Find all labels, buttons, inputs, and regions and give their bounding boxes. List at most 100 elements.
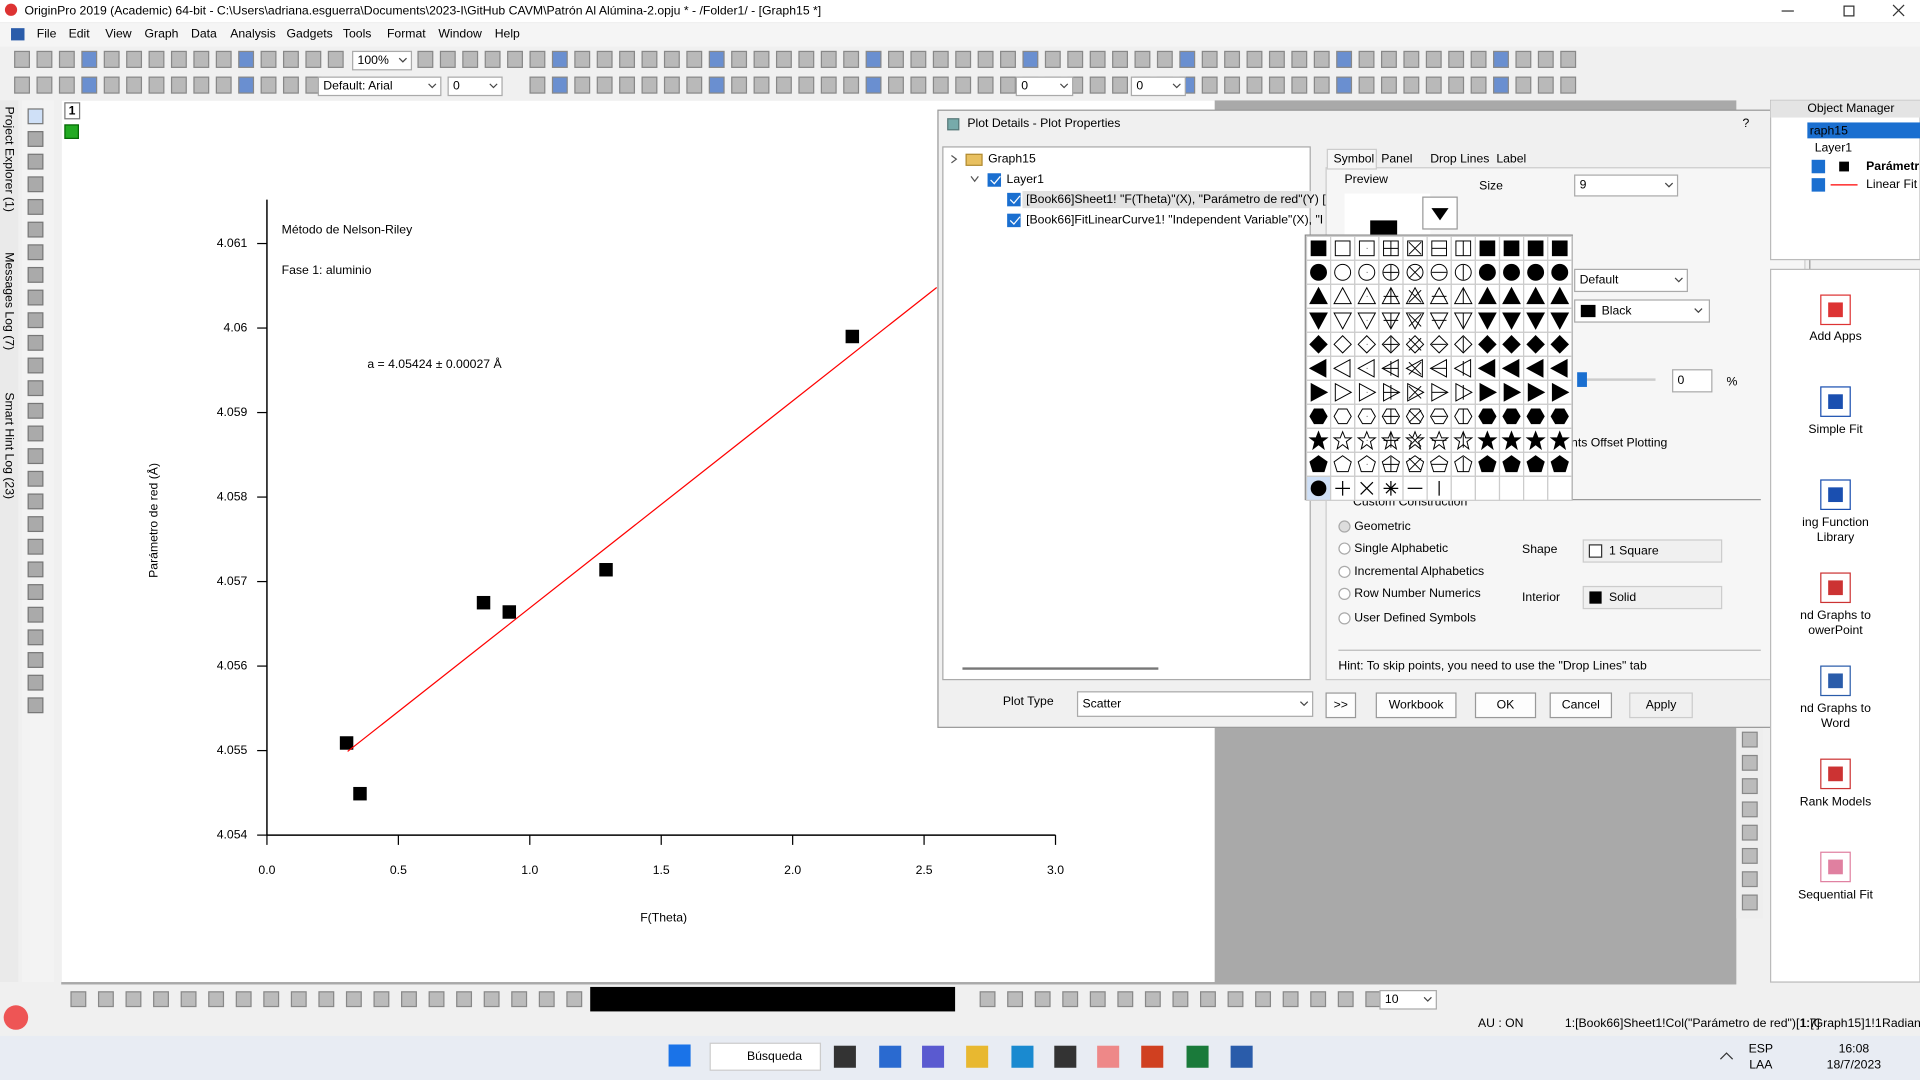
toolbar-icon[interactable] <box>318 991 335 1008</box>
radio-label[interactable]: User Defined Symbols <box>1354 611 1476 625</box>
toolbar-icon[interactable] <box>1425 50 1442 68</box>
menu-item[interactable]: Window <box>438 27 482 41</box>
toolbar-icon[interactable] <box>1246 50 1263 68</box>
toolbar-icon[interactable] <box>1403 76 1420 94</box>
toolbar-icon[interactable] <box>1179 50 1196 68</box>
toolbar-icon[interactable] <box>596 50 613 68</box>
interior-combo[interactable]: Solid <box>1609 590 1636 604</box>
toolbar-icon[interactable] <box>282 76 299 94</box>
toolbar-icon[interactable] <box>1448 50 1465 68</box>
toolbar-icon[interactable] <box>305 50 322 68</box>
symbol-cell[interactable] <box>1330 427 1356 453</box>
om-layer[interactable]: Layer1 <box>1815 140 1853 154</box>
toolbar-icon[interactable] <box>686 76 703 94</box>
dialog-button[interactable] <box>1629 692 1693 719</box>
layer-tab[interactable] <box>64 102 81 120</box>
tool-icon[interactable] <box>27 131 44 147</box>
toolbar-icon[interactable] <box>1358 50 1375 68</box>
taskbar-icon[interactable] <box>1141 1045 1164 1068</box>
toolbar-icon[interactable] <box>1062 991 1079 1008</box>
window-control[interactable] <box>1843 5 1855 17</box>
toolbar-icon[interactable] <box>103 76 120 94</box>
toolbar-icon[interactable] <box>327 50 344 68</box>
symbol-cell[interactable] <box>1523 475 1549 501</box>
toolbar-icon[interactable] <box>865 76 882 94</box>
zoom-combo-box[interactable] <box>352 50 413 71</box>
toolbar-icon[interactable] <box>1144 991 1161 1008</box>
symbol-cell[interactable] <box>1547 379 1573 405</box>
toolbar-icon[interactable] <box>428 991 445 1008</box>
toolbar-icon[interactable] <box>126 76 143 94</box>
toolbar-icon[interactable] <box>1268 50 1285 68</box>
tool-icon[interactable] <box>1741 847 1758 864</box>
toolbar-icon[interactable] <box>775 76 792 94</box>
toolbar-icon[interactable] <box>1089 76 1106 94</box>
dialog-button-label[interactable]: Workbook <box>1389 698 1445 712</box>
tool-icon[interactable] <box>27 357 44 374</box>
toolbar-icon[interactable] <box>979 991 996 1008</box>
toolbar-icon[interactable] <box>208 991 225 1008</box>
tool-icon[interactable] <box>27 334 44 351</box>
toolbar-icon[interactable] <box>731 50 748 68</box>
font-combo[interactable]: Default: Arial <box>323 79 392 93</box>
radio-label[interactable]: Incremental Alphabetics <box>1354 564 1484 578</box>
toolbar-icon[interactable] <box>1255 991 1272 1008</box>
toolbar-icon[interactable] <box>1224 50 1241 68</box>
menu-item[interactable]: Gadgets <box>287 27 333 41</box>
plot-type-combo[interactable]: Scatter <box>1082 696 1121 710</box>
edge-combo[interactable]: Default <box>1580 273 1619 287</box>
toolbar-icon[interactable] <box>1537 50 1554 68</box>
tab[interactable]: Drop Lines <box>1430 151 1489 165</box>
app-label[interactable]: owerPoint <box>1808 623 1863 637</box>
toolbar-icon[interactable] <box>70 991 87 1008</box>
toolbar-icon[interactable] <box>1448 76 1465 94</box>
dialog-help[interactable]: ? <box>1742 116 1749 130</box>
toolbar-icon[interactable] <box>58 76 75 94</box>
taskbar-icon[interactable] <box>966 1045 989 1068</box>
toolbar-icon[interactable] <box>1365 991 1382 1008</box>
bottom-zoom-box[interactable] <box>1379 990 1437 1010</box>
toolbar-icon[interactable] <box>641 76 658 94</box>
toolbar-icon[interactable] <box>1044 50 1061 68</box>
tool-icon[interactable] <box>27 221 44 238</box>
toolbar-icon[interactable] <box>1117 991 1134 1008</box>
toolbar-icon[interactable] <box>36 76 53 94</box>
toolbar-icon[interactable] <box>215 50 232 68</box>
toolbar-icon[interactable] <box>977 50 994 68</box>
tool-icon[interactable] <box>1741 778 1758 795</box>
toolbar-icon[interactable] <box>888 76 904 94</box>
menu-item[interactable]: Analysis <box>230 27 276 41</box>
toolbar-icon[interactable] <box>14 76 30 94</box>
toolbar-icon[interactable] <box>238 50 255 68</box>
symbol-cell[interactable] <box>1547 475 1573 501</box>
shape-combo[interactable]: 1 Square <box>1609 543 1659 557</box>
toolbar-icon[interactable] <box>1358 76 1375 94</box>
toolbar-icon[interactable] <box>955 76 972 94</box>
bottom-zoom[interactable]: 10 <box>1385 992 1399 1006</box>
tool-icon[interactable] <box>27 561 44 578</box>
search-box[interactable] <box>709 1042 822 1071</box>
radio-label[interactable]: Row Number Numerics <box>1354 586 1480 600</box>
taskbar-icon[interactable] <box>1097 1045 1120 1068</box>
window-control[interactable] <box>1892 4 1905 17</box>
font-combo-box[interactable] <box>317 76 442 97</box>
toolbar-icon[interactable] <box>820 76 837 94</box>
toolbar-icon[interactable] <box>1537 76 1554 94</box>
toolbar-icon[interactable] <box>81 76 98 94</box>
tree-item[interactable]: [Book66]Sheet1! "F(Theta)"(X), "Parámetr… <box>1026 192 1326 206</box>
tool-icon[interactable] <box>1741 871 1758 888</box>
toolbar-icon[interactable] <box>484 50 501 68</box>
checkbox[interactable] <box>1811 159 1826 174</box>
toolbar-icon[interactable] <box>36 50 53 68</box>
radio-label[interactable]: Geometric <box>1354 519 1410 533</box>
toolbar-icon[interactable] <box>1224 76 1241 94</box>
tree-item[interactable]: Layer1 <box>1007 172 1045 186</box>
toolbar-icon[interactable] <box>1268 76 1285 94</box>
symbol-cell[interactable] <box>1547 235 1573 261</box>
toolbar-icon[interactable] <box>1336 76 1353 94</box>
toolbar-icon[interactable] <box>798 50 815 68</box>
app-label[interactable]: nd Graphs to <box>1800 701 1871 715</box>
color-box[interactable] <box>1574 299 1710 323</box>
tool-icon[interactable] <box>27 629 44 646</box>
dialog-button-label[interactable]: Cancel <box>1562 698 1600 712</box>
